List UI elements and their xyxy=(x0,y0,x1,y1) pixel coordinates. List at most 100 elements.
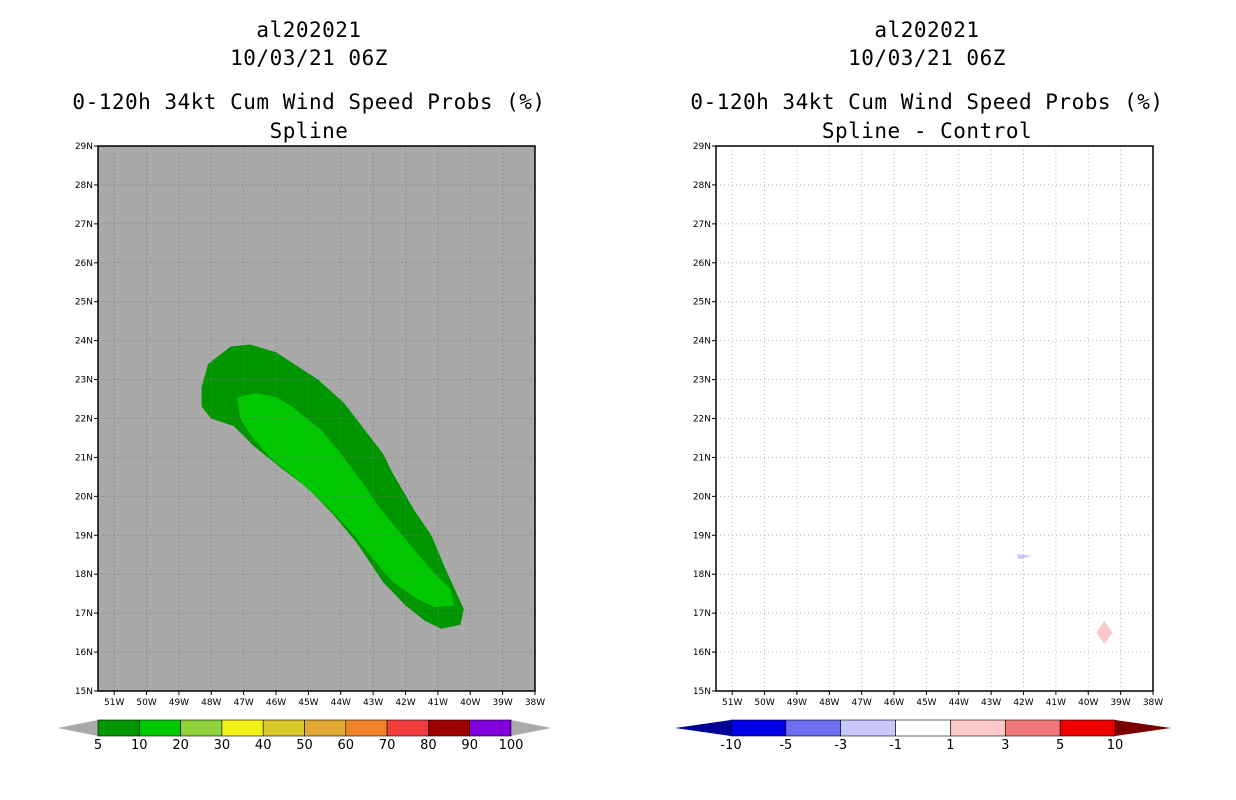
lat-tick-label: 26N xyxy=(75,259,93,269)
lat-tick-label: 15N xyxy=(75,687,93,697)
colorbar-swatch xyxy=(139,719,181,737)
lat-tick-label: 20N xyxy=(75,492,93,502)
lon-tick-label: 46W xyxy=(266,698,286,708)
left-title-method: Spline xyxy=(269,119,349,143)
lat-tick-label: 27N xyxy=(693,220,711,230)
colorbar-label: -3 xyxy=(834,738,847,753)
lon-tick-label: 43W xyxy=(363,698,383,708)
colorbar-swatch xyxy=(1004,719,1061,737)
lon-tick-label: 44W xyxy=(331,698,351,708)
right-title-date: 10/03/21 06Z xyxy=(848,46,1006,70)
lat-tick-label: 21N xyxy=(75,453,93,463)
lon-tick-label: 41W xyxy=(1046,698,1066,708)
lat-tick-label: 21N xyxy=(693,453,711,463)
lat-tick-label: 22N xyxy=(75,415,93,425)
lat-tick-label: 27N xyxy=(75,220,93,230)
colorbar-label: 90 xyxy=(461,738,478,753)
colorbar-label: -1 xyxy=(889,738,902,753)
colorbar-label: 20 xyxy=(172,738,189,753)
lat-tick-label: 15N xyxy=(693,687,711,697)
lon-tick-label: 49W xyxy=(787,698,807,708)
colorbar-label: 10 xyxy=(1107,738,1124,753)
colorbar-label: -10 xyxy=(720,738,741,753)
colorbar-label: 40 xyxy=(255,738,272,753)
lon-tick-label: 38W xyxy=(525,698,545,708)
lat-tick-label: 19N xyxy=(693,531,711,541)
lon-tick-label: 49W xyxy=(169,698,189,708)
lon-tick-label: 45W xyxy=(298,698,318,708)
lon-tick-label: 39W xyxy=(492,698,512,708)
lon-tick-label: 42W xyxy=(1013,698,1033,708)
map-panel-2: 51W 50W 49W 48W 47W 46W 45W 44W 43W 42W 41W 40W 39W 3… xyxy=(693,142,1163,708)
colorbar-swatch xyxy=(221,719,264,737)
right-title-method: Spline - Control xyxy=(821,119,1033,143)
colorbar-label: 5 xyxy=(94,738,102,753)
lat-tick-label: 29N xyxy=(75,142,93,152)
colorbar-1: 5 10 20 30 40 50 60 70 80 90 100 xyxy=(58,719,551,753)
lat-tick-label: 23N xyxy=(693,376,711,386)
lon-tick-label: 50W xyxy=(754,698,774,708)
contour-1 xyxy=(1017,554,1032,560)
lon-tick-label: 45W xyxy=(916,698,936,708)
colorbar-label: -5 xyxy=(779,738,792,753)
lat-tick-label: 18N xyxy=(693,570,711,580)
colorbar-swatch xyxy=(840,719,896,737)
colorbar-label: 30 xyxy=(214,738,231,753)
lat-tick-label: 24N xyxy=(693,337,711,347)
colorbar-label: 70 xyxy=(379,738,396,753)
lon-tick-label: 50W xyxy=(136,698,156,708)
left-title-storm: al202021 xyxy=(256,18,362,42)
colorbar-label: 100 xyxy=(499,738,524,753)
colorbar-over-arrow xyxy=(1115,720,1171,736)
colorbar-swatch xyxy=(428,719,470,737)
colorbar-swatch xyxy=(895,719,951,737)
lat-tick-label: 29N xyxy=(693,142,711,152)
lon-tick-label: 43W xyxy=(981,698,1001,708)
lon-tick-label: 40W xyxy=(1078,698,1098,708)
contour-2 xyxy=(237,393,455,608)
lat-tick-label: 25N xyxy=(75,298,93,308)
lat-tick-label: 25N xyxy=(693,298,711,308)
lon-tick-label: 42W xyxy=(395,698,415,708)
lat-tick-label: 24N xyxy=(75,337,93,347)
lat-tick-label: 28N xyxy=(693,181,711,191)
lat-tick-label: 23N xyxy=(75,376,93,386)
contour-2 xyxy=(1096,620,1113,645)
lat-tick-label: 18N xyxy=(75,570,93,580)
colorbar-under-arrow xyxy=(58,720,98,736)
colorbar-label: 50 xyxy=(296,738,313,753)
colorbar-swatch xyxy=(950,719,1006,737)
colorbar-under-arrow xyxy=(675,720,731,736)
lon-tick-label: 47W xyxy=(851,698,871,708)
colorbar-swatch xyxy=(469,719,512,737)
lon-tick-label: 40W xyxy=(460,698,480,708)
right-title-product: 0-120h 34kt Cum Wind Speed Probs (%) xyxy=(690,90,1164,114)
lon-tick-label: 44W xyxy=(949,698,969,708)
lon-tick-label: 46W xyxy=(884,698,904,708)
map-panel-1: 51W 50W 49W 48W 47W 46W 45W 44W 43W 42W 41W 40W 39W 3… xyxy=(75,142,545,708)
lon-tick-label: 39W xyxy=(1110,698,1130,708)
colorbar-swatch xyxy=(180,719,223,737)
colorbar-swatch xyxy=(262,719,305,737)
lon-tick-label: 48W xyxy=(819,698,839,708)
colorbar-swatch xyxy=(345,719,388,737)
colorbar-swatch xyxy=(304,719,347,737)
colorbar-label: 10 xyxy=(131,738,148,753)
map-background xyxy=(716,146,1153,691)
colorbar-swatch xyxy=(386,719,429,737)
lon-tick-label: 51W xyxy=(722,698,742,708)
lat-tick-label: 16N xyxy=(75,648,93,658)
lat-tick-label: 16N xyxy=(693,648,711,658)
lat-tick-label: 22N xyxy=(693,415,711,425)
lon-tick-label: 38W xyxy=(1143,698,1163,708)
lon-tick-label: 51W xyxy=(104,698,124,708)
colorbar-label: 5 xyxy=(1056,738,1064,753)
lon-tick-label: 47W xyxy=(233,698,253,708)
lat-tick-label: 17N xyxy=(75,609,93,619)
colorbar-over-arrow xyxy=(511,720,551,736)
lat-tick-label: 26N xyxy=(693,259,711,269)
lat-tick-label: 20N xyxy=(693,492,711,502)
colorbar-swatch xyxy=(785,719,842,737)
left-title-product: 0-120h 34kt Cum Wind Speed Probs (%) xyxy=(72,90,546,114)
